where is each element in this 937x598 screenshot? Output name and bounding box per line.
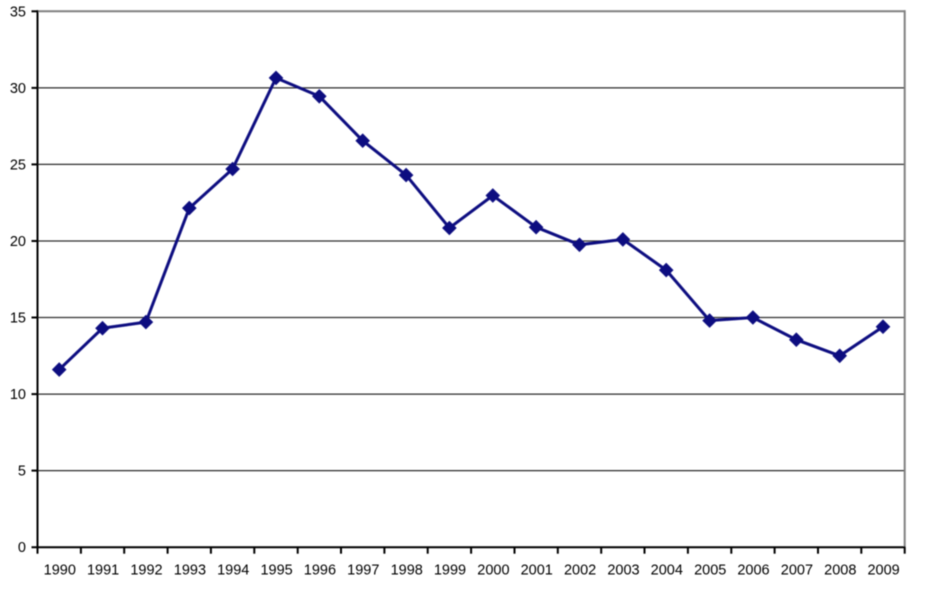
svg-text:20: 20 [10,234,26,250]
svg-text:2009: 2009 [867,563,899,579]
svg-text:10: 10 [10,387,26,403]
svg-text:2001: 2001 [521,563,553,579]
svg-text:1999: 1999 [434,563,466,579]
svg-text:2003: 2003 [607,563,639,579]
svg-text:15: 15 [10,311,26,327]
svg-text:2007: 2007 [781,563,813,579]
svg-text:0: 0 [18,540,26,556]
svg-text:2005: 2005 [694,563,726,579]
svg-text:1991: 1991 [87,563,119,579]
svg-text:5: 5 [18,464,26,480]
svg-text:1996: 1996 [304,563,336,579]
svg-text:35: 35 [10,4,26,20]
svg-text:2000: 2000 [477,563,509,579]
svg-text:1995: 1995 [260,563,292,579]
svg-text:1994: 1994 [217,563,249,579]
svg-text:1997: 1997 [347,563,379,579]
svg-text:2006: 2006 [737,563,769,579]
svg-text:1992: 1992 [130,563,162,579]
svg-text:1998: 1998 [391,563,423,579]
svg-text:2008: 2008 [824,563,856,579]
svg-text:2002: 2002 [564,563,596,579]
svg-text:30: 30 [10,81,26,97]
svg-text:1990: 1990 [44,563,76,579]
svg-text:2004: 2004 [651,563,683,579]
svg-text:1993: 1993 [174,563,206,579]
svg-text:25: 25 [10,157,26,173]
